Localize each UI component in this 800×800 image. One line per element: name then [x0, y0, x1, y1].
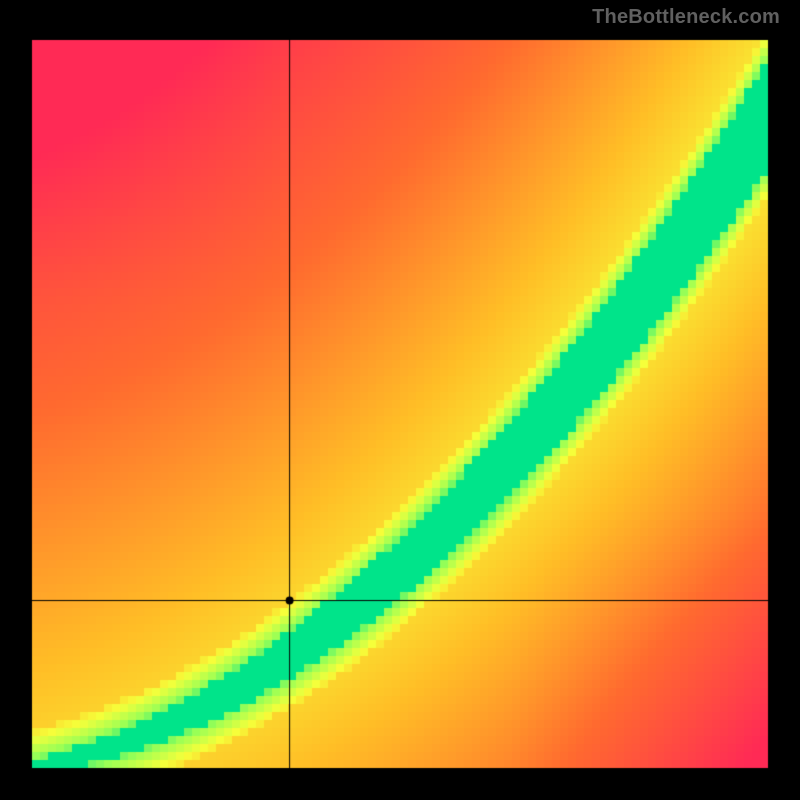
bottleneck-heatmap: [0, 0, 800, 800]
watermark-text: TheBottleneck.com: [592, 6, 780, 29]
